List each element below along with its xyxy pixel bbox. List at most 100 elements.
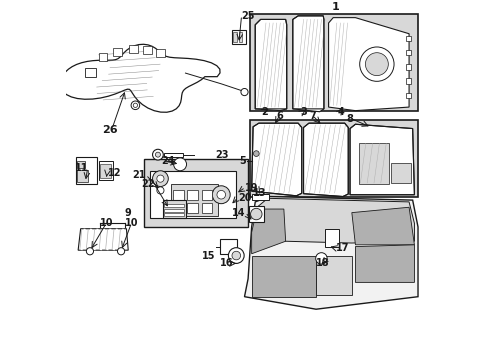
- Text: 17: 17: [335, 243, 348, 253]
- Text: 20: 20: [238, 193, 251, 203]
- Bar: [85, 68, 96, 77]
- Text: 23: 23: [215, 150, 228, 160]
- Circle shape: [241, 89, 247, 96]
- Text: 18: 18: [316, 258, 329, 268]
- Polygon shape: [351, 207, 414, 245]
- Bar: [163, 200, 186, 218]
- Bar: [173, 190, 183, 201]
- Circle shape: [157, 187, 163, 194]
- Polygon shape: [257, 198, 414, 243]
- Bar: [251, 194, 268, 200]
- Text: 12: 12: [107, 168, 121, 178]
- Polygon shape: [251, 123, 301, 196]
- Text: 5: 5: [239, 156, 246, 166]
- Text: 10: 10: [125, 219, 138, 228]
- Circle shape: [133, 103, 137, 107]
- Bar: [220, 239, 236, 254]
- Circle shape: [157, 175, 163, 182]
- Bar: [77, 161, 84, 168]
- Circle shape: [86, 248, 93, 255]
- Bar: [406, 36, 409, 41]
- Bar: [238, 32, 242, 42]
- Circle shape: [359, 47, 393, 81]
- Circle shape: [131, 101, 140, 109]
- Bar: [201, 203, 212, 213]
- Text: 19: 19: [244, 183, 258, 193]
- Polygon shape: [251, 209, 285, 254]
- Circle shape: [152, 171, 168, 186]
- Text: 15: 15: [202, 251, 215, 261]
- Polygon shape: [349, 124, 414, 195]
- Text: 22: 22: [141, 179, 154, 189]
- Bar: [173, 203, 183, 213]
- Bar: [129, 45, 138, 53]
- Circle shape: [231, 251, 240, 260]
- Polygon shape: [355, 245, 414, 282]
- Bar: [164, 204, 183, 207]
- Bar: [187, 203, 198, 213]
- Text: 26: 26: [102, 125, 118, 135]
- Circle shape: [217, 190, 225, 199]
- Bar: [149, 171, 235, 218]
- Polygon shape: [60, 44, 220, 112]
- Polygon shape: [328, 18, 408, 111]
- Circle shape: [253, 151, 259, 157]
- Text: 14: 14: [231, 208, 244, 218]
- Text: 11: 11: [75, 163, 88, 173]
- Text: 25: 25: [241, 11, 255, 21]
- Text: 3: 3: [300, 107, 306, 117]
- Text: 4: 4: [337, 107, 344, 117]
- Bar: [406, 93, 409, 98]
- Text: 24: 24: [161, 156, 175, 166]
- Circle shape: [117, 248, 124, 255]
- Bar: [77, 170, 88, 182]
- Bar: [390, 163, 410, 183]
- Bar: [201, 190, 212, 201]
- Bar: [99, 161, 113, 180]
- Bar: [156, 49, 164, 57]
- Circle shape: [315, 253, 326, 264]
- Bar: [144, 159, 247, 227]
- Text: 1: 1: [331, 2, 339, 12]
- Bar: [406, 64, 409, 69]
- Text: 21: 21: [132, 170, 146, 180]
- Polygon shape: [244, 197, 417, 309]
- Bar: [233, 32, 237, 42]
- Text: 2: 2: [260, 107, 267, 117]
- Bar: [231, 30, 245, 44]
- Polygon shape: [78, 229, 128, 250]
- Circle shape: [173, 158, 186, 171]
- Circle shape: [228, 248, 244, 264]
- Circle shape: [250, 208, 262, 220]
- Bar: [406, 78, 409, 84]
- Bar: [143, 46, 152, 54]
- Bar: [171, 184, 217, 216]
- Bar: [76, 157, 97, 184]
- Polygon shape: [303, 123, 347, 197]
- Polygon shape: [255, 19, 286, 111]
- Bar: [249, 120, 417, 197]
- Circle shape: [152, 149, 163, 160]
- Bar: [100, 164, 111, 178]
- Bar: [325, 229, 338, 247]
- Bar: [113, 48, 122, 56]
- Bar: [164, 213, 183, 216]
- Bar: [163, 153, 183, 157]
- Text: 10: 10: [100, 219, 113, 228]
- Bar: [187, 190, 198, 201]
- Text: 8: 8: [346, 114, 353, 124]
- Circle shape: [365, 53, 387, 76]
- Text: 9: 9: [124, 208, 131, 218]
- Bar: [248, 206, 264, 222]
- Polygon shape: [251, 256, 315, 297]
- Bar: [249, 14, 417, 111]
- Text: 6: 6: [276, 111, 283, 121]
- Circle shape: [155, 152, 160, 157]
- Circle shape: [212, 186, 230, 204]
- Bar: [358, 143, 388, 184]
- Polygon shape: [315, 256, 351, 295]
- Bar: [164, 209, 183, 212]
- Text: 16: 16: [220, 258, 233, 269]
- Text: 7: 7: [308, 111, 315, 121]
- Text: 13: 13: [252, 188, 266, 198]
